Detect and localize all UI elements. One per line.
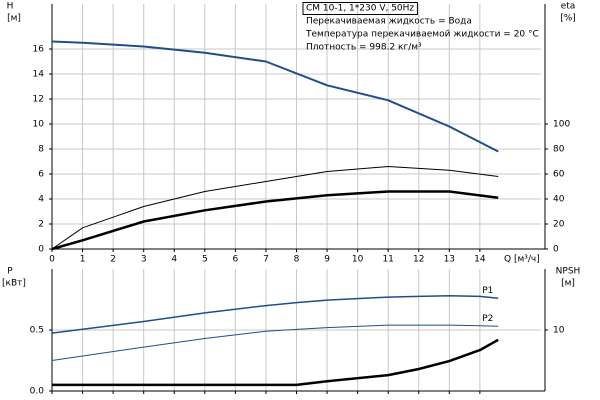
y2-tick-label: 60 — [553, 170, 565, 180]
curve — [51, 324, 499, 361]
annotation: Плотность = 998.2 кг/м³ — [306, 43, 422, 53]
annotation: Перекачиваемая жидкость = Вода — [306, 17, 472, 27]
x-tick-label: 14 — [474, 255, 486, 265]
curve — [51, 166, 499, 250]
series-label: P2 — [482, 314, 493, 324]
curve — [51, 190, 499, 251]
curve — [51, 295, 499, 334]
x-tick-label: 1 — [80, 255, 86, 265]
y-tick-label: 10 — [33, 120, 45, 130]
y-tick-label: 6 — [38, 170, 44, 180]
x-tick-label: 7 — [263, 255, 269, 265]
y2-tick-label: 80 — [553, 145, 565, 155]
x-axis-label: Q [м³/ч] — [504, 255, 540, 265]
y2-tick-label: 0 — [553, 245, 559, 255]
x-tick-label: 2 — [110, 255, 116, 265]
y-tick-label: 0 — [38, 245, 44, 255]
x-tick-label: 11 — [382, 255, 393, 265]
y2-tick-label: 100 — [553, 120, 570, 130]
annotation: Температура перекачиваемой жидкости = 20… — [305, 30, 539, 40]
x-tick-label: 13 — [444, 255, 455, 265]
y-axis-unit: [кВт] — [2, 279, 26, 289]
y-tick-label: 0.5 — [30, 326, 44, 336]
x-tick-label: 5 — [202, 255, 208, 265]
y-tick-label: 4 — [38, 195, 44, 205]
x-tick-label: 3 — [141, 255, 147, 265]
y2-tick-label: 10 — [553, 326, 565, 336]
y2-tick-label: 20 — [553, 220, 565, 230]
curve — [51, 40, 499, 153]
x-tick-label: 10 — [352, 255, 364, 265]
x-tick-label: 0 — [49, 255, 55, 265]
annotation: CM 10-1, 1*230 V, 50Hz — [306, 4, 414, 14]
annotation-box — [302, 2, 418, 15]
y-tick-label: 14 — [33, 70, 45, 80]
y2-axis-unit: [м] — [561, 279, 575, 289]
x-tick-label: 6 — [233, 255, 239, 265]
y-tick-label: 16 — [33, 45, 45, 55]
x-tick-label: 8 — [294, 255, 300, 265]
y-tick-label: 12 — [33, 95, 44, 105]
series-label: P1 — [482, 286, 493, 296]
y-tick-label: 2 — [38, 220, 44, 230]
x-tick-label: 12 — [413, 255, 424, 265]
y-axis-label: P — [7, 267, 13, 277]
curve — [52, 338, 499, 387]
y-tick-label: 8 — [38, 145, 44, 155]
y-axis-unit: [м] — [7, 14, 21, 24]
y2-axis-unit: [%] — [560, 14, 576, 24]
x-tick-label: 9 — [324, 255, 330, 265]
y-tick-label: 0.0 — [30, 387, 45, 397]
y2-axis-label: eta — [561, 2, 576, 12]
y2-tick-label: 40 — [553, 195, 565, 205]
y-axis-label: H — [7, 2, 14, 12]
y2-axis-label: NPSH — [556, 267, 581, 277]
x-tick-label: 4 — [171, 255, 177, 265]
